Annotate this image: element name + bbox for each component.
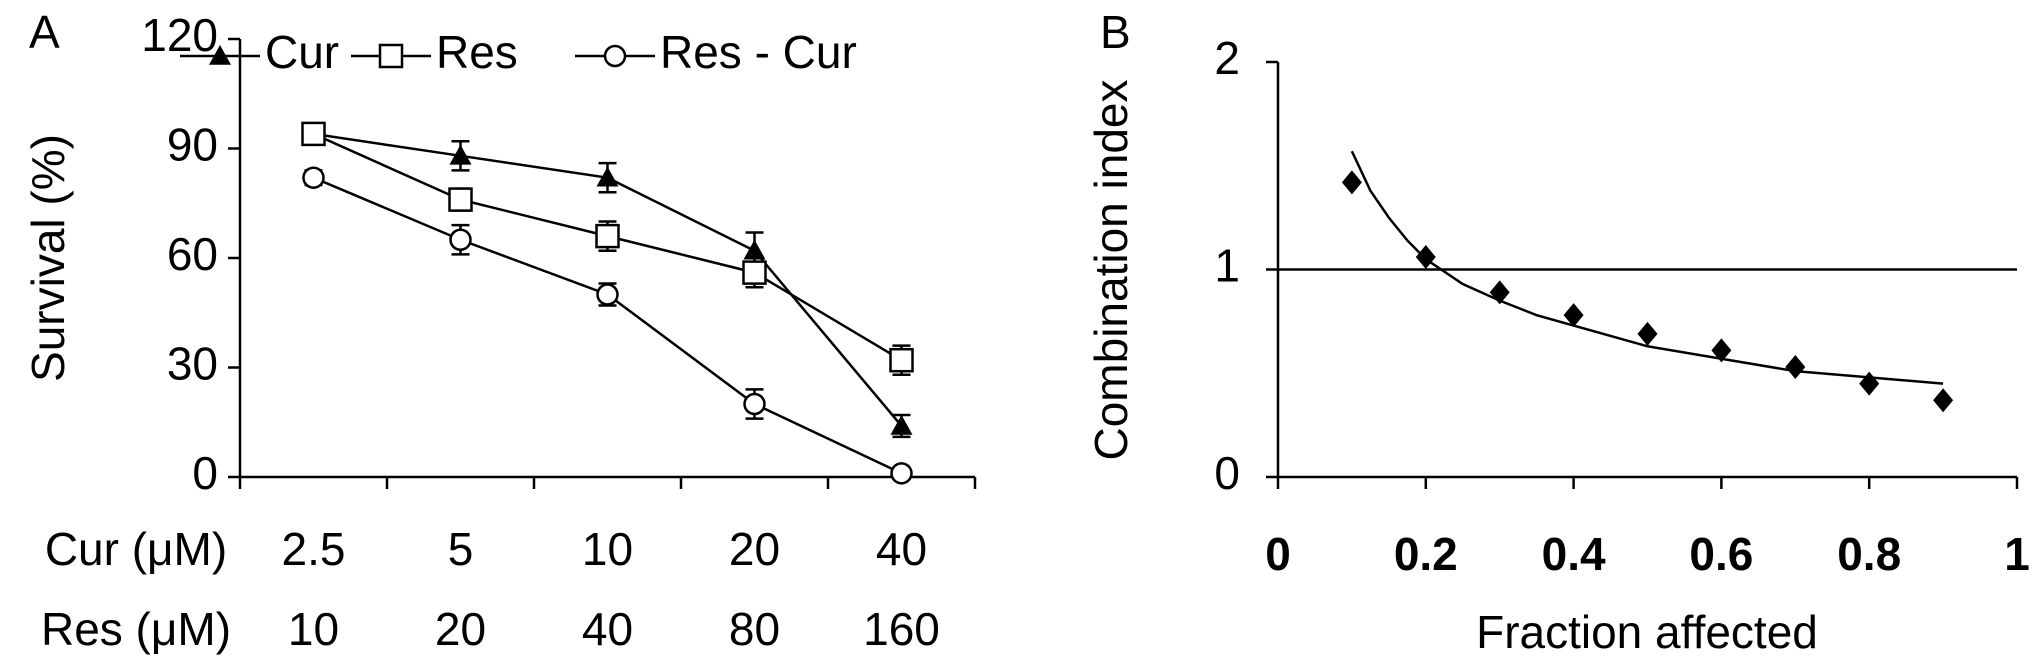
legend-label: Res - Cur [660,26,857,78]
x-axis-label: Fraction affected [1476,606,1818,658]
marker [301,121,326,147]
marker [1785,355,1806,380]
legend-label: Res [436,26,518,78]
marker [889,347,914,373]
y-axis-label: Survival (%) [22,134,74,382]
x-tick-label: 0.8 [1837,528,1901,580]
marker [890,462,913,485]
panel-letter: B [1100,6,1131,58]
marker [1933,388,1954,413]
x-tick-label: 1 [2004,528,2030,580]
marker [302,166,325,189]
y-tick-label: 30 [167,338,218,390]
marker [743,392,766,416]
marker [596,283,619,306]
legend-label: Cur [265,26,339,78]
x-tick-label: 10 [288,603,339,655]
marker [1637,321,1658,346]
y-tick-label: 120 [141,9,218,61]
marker [378,43,404,69]
marker [743,239,766,260]
marker [1563,303,1584,328]
x-row-name: Cur (μM) [45,523,227,575]
marker [209,45,231,65]
marker [596,166,619,187]
x-tick-label: 10 [582,523,633,575]
x-tick-label: 0.6 [1689,528,1753,580]
x-tick-label: 5 [448,523,474,575]
x-tick-label: 40 [876,523,927,575]
y-axis-label: Combination index [1085,79,1137,460]
x-tick-label: 20 [729,523,780,575]
x-tick-label: 2.5 [282,523,346,575]
x-tick-label: 0 [1265,528,1291,580]
fit-curve [1350,150,1944,385]
marker [448,187,473,212]
marker [449,144,472,165]
x-tick-label: 0.4 [1542,528,1606,580]
x-tick-label: 80 [729,603,780,655]
y-tick-label: 0 [1214,447,1240,499]
y-tick-label: 1 [1214,240,1240,292]
x-tick-label: 40 [582,603,633,655]
panel-letter: A [29,6,60,58]
marker [595,223,620,249]
marker [1415,245,1436,270]
x-tick-label: 0.2 [1394,528,1458,580]
marker [449,228,472,251]
x-row-name: Res (μM) [41,603,231,655]
x-tick-label: 160 [863,603,940,655]
marker [1341,170,1362,195]
y-tick-label: 60 [167,228,218,280]
marker [1711,338,1732,363]
marker [890,414,913,435]
marker [1489,280,1510,305]
marker [1859,371,1880,396]
y-tick-label: 2 [1214,32,1240,84]
x-tick-label: 20 [435,603,486,655]
marker [603,44,627,68]
y-tick-label: 0 [192,447,218,499]
y-tick-label: 90 [167,119,218,171]
marker [742,260,767,285]
